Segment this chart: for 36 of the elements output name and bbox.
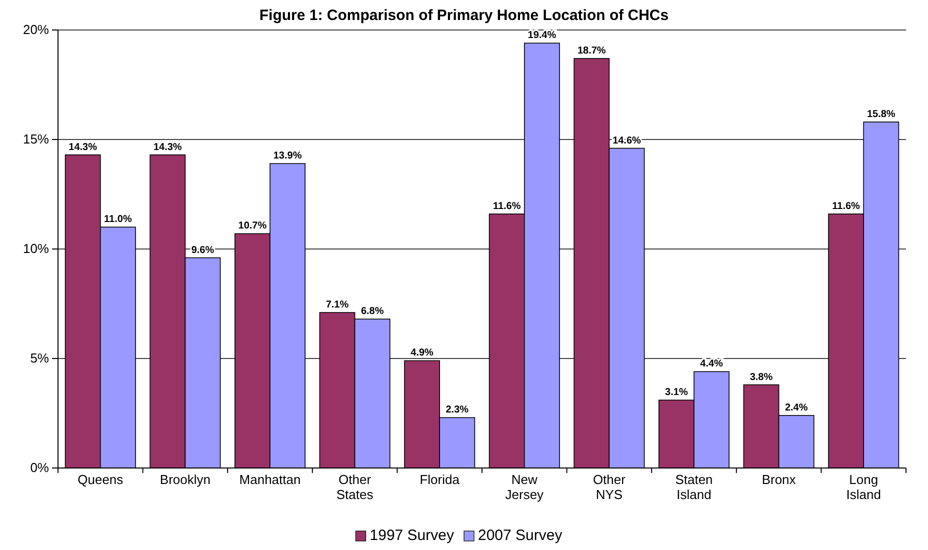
text: 7.1%: [326, 300, 349, 311]
y-tick-label: 10%: [22, 241, 50, 256]
y-tick-label: 0%: [30, 460, 50, 476]
text: 10.7%: [238, 220, 267, 232]
text: 14.3%: [153, 142, 182, 153]
x-tick-label: Florida: [420, 472, 460, 487]
x-tick-label: Manhattan: [239, 472, 301, 487]
x-tick-label: Other States: [336, 472, 374, 502]
legend-label: 2007 Survey: [478, 527, 563, 544]
y-tick-label: 20%: [22, 22, 50, 38]
x-tick-label: Other NYS: [592, 472, 626, 502]
text: 11.6%: [492, 200, 521, 212]
text: 4.4%: [700, 358, 723, 370]
x-tick-label: Long Island: [846, 472, 881, 502]
text: 3.1%: [665, 387, 688, 398]
text: 13.9%: [273, 150, 302, 162]
x-tick-label: New Jersey: [505, 472, 544, 502]
text: 4.9%: [410, 348, 434, 359]
x-tick-label: Bronx: [762, 472, 796, 487]
text: 3.8%: [750, 372, 773, 383]
x-tick-label: Staten Island: [675, 472, 713, 502]
text: 2.3%: [446, 404, 469, 416]
x-tick-label: Queens: [78, 472, 124, 487]
text: 18.7%: [577, 45, 606, 56]
y-tick-label: 15%: [22, 132, 50, 147]
text: 11.0%: [104, 214, 132, 226]
text: 15.8%: [866, 108, 896, 120]
text: 6.8%: [360, 306, 384, 318]
chart-title: Figure 1: Comparison of Primary Home Location of CHCs: [259, 7, 669, 24]
legend-label: 1997 Survey: [370, 527, 454, 544]
text: 11.6%: [832, 200, 860, 212]
text: 14.3%: [68, 142, 98, 153]
y-tick-label: 5%: [30, 350, 50, 366]
text: 19.4%: [528, 30, 556, 42]
x-tick-label: Brooklyn: [160, 472, 210, 487]
text: 2.4%: [784, 402, 808, 414]
